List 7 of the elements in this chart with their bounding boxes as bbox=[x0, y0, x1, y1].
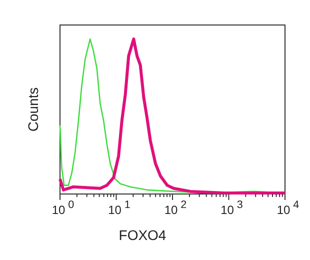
x-tick-label: 10$^{1}$ bbox=[108, 199, 130, 217]
x-tick-label: 10$^{0}$ bbox=[52, 199, 74, 217]
x-tick-label: 10$^{4}$ bbox=[276, 199, 300, 217]
x-axis-title: FOXO4 bbox=[118, 227, 166, 243]
y-axis-title: Counts bbox=[25, 87, 41, 132]
x-tick-label: 10$^{3}$ bbox=[220, 199, 243, 217]
x-tick-label: 10$^{2}$ bbox=[164, 199, 187, 217]
